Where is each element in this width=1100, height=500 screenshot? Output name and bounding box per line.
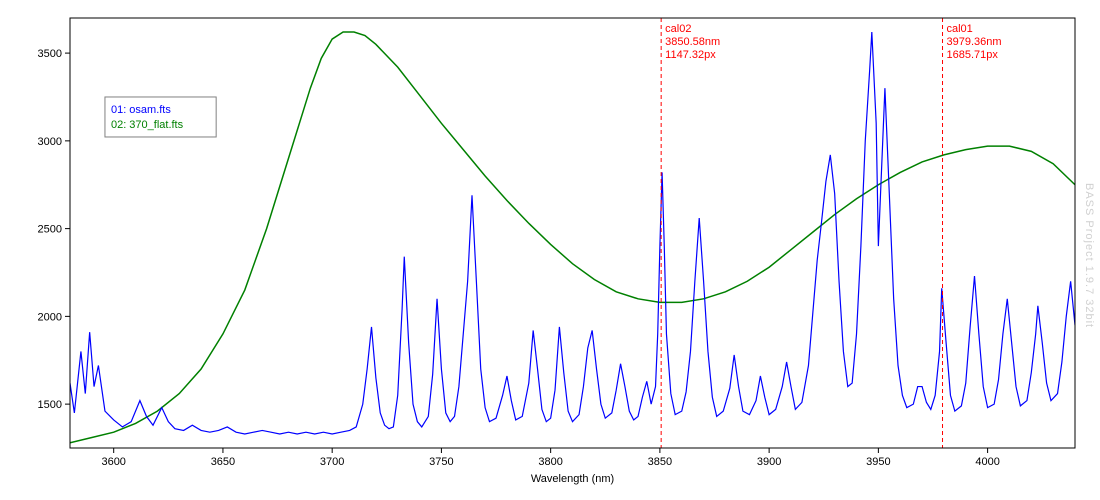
y-tick-label: 3000 (38, 136, 62, 148)
legend-item[interactable]: 02: 370_flat.fts (111, 119, 184, 131)
cal-label-cal02: 1147.32px (665, 49, 716, 61)
x-tick-label: 3950 (866, 456, 890, 468)
x-tick-label: 3900 (757, 456, 781, 468)
x-tick-label: 4000 (975, 456, 999, 468)
spectrum-chart[interactable]: BASS Project 1.9.7 32bit 1500 2000 2500 3000… (0, 0, 1100, 500)
legend-item[interactable]: 01: osam.fts (111, 104, 171, 116)
x-tick-label: 3700 (320, 456, 344, 468)
cal-label-cal01: cal01 (947, 23, 973, 35)
chart-container: BASS Project 1.9.7 32bit 1500 2000 2500 3000… (0, 0, 1100, 500)
cal-label-cal02: 3850.58nm (665, 36, 720, 48)
y-tick-label: 2500 (38, 224, 62, 236)
x-tick-label: 3850 (648, 456, 672, 468)
cal-label-cal01: 3979.36nm (947, 36, 1002, 48)
x-axis-label: Wavelength (nm) (531, 473, 614, 485)
y-tick-label: 2000 (38, 311, 62, 323)
cal-label-cal02: cal02 (665, 23, 691, 35)
cal-label-cal01: 1685.71px (947, 49, 999, 61)
y-tick-label: 1500 (38, 399, 62, 411)
x-tick-label: 3600 (101, 456, 125, 468)
chart-bg (0, 0, 1100, 500)
x-tick-label: 3650 (211, 456, 235, 468)
y-tick-label: 3500 (38, 48, 62, 60)
watermark: BASS Project 1.9.7 32bit (1083, 183, 1095, 328)
x-tick-label: 3750 (429, 456, 453, 468)
x-tick-label: 3800 (538, 456, 562, 468)
